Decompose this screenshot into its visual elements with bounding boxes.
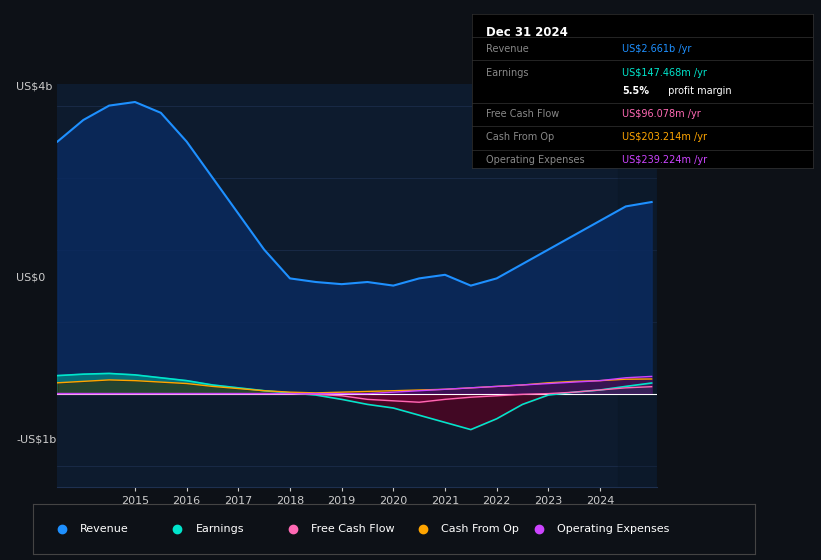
Text: Free Cash Flow: Free Cash Flow xyxy=(486,109,559,119)
Bar xyxy=(618,84,657,487)
Text: Earnings: Earnings xyxy=(486,68,528,77)
Text: 5.5%: 5.5% xyxy=(622,86,649,96)
Text: Cash From Op: Cash From Op xyxy=(486,132,554,142)
Text: US$0: US$0 xyxy=(16,272,46,282)
Text: Operating Expenses: Operating Expenses xyxy=(557,524,669,534)
Text: US$4b: US$4b xyxy=(16,82,53,92)
Text: -US$1b: -US$1b xyxy=(16,435,57,445)
Text: Operating Expenses: Operating Expenses xyxy=(486,155,585,165)
Text: US$96.078m /yr: US$96.078m /yr xyxy=(622,109,701,119)
Text: US$2.661b /yr: US$2.661b /yr xyxy=(622,44,691,54)
Text: US$239.224m /yr: US$239.224m /yr xyxy=(622,155,707,165)
Text: Earnings: Earnings xyxy=(195,524,244,534)
Text: US$147.468m /yr: US$147.468m /yr xyxy=(622,68,707,77)
Text: Revenue: Revenue xyxy=(486,44,529,54)
Text: profit margin: profit margin xyxy=(664,86,732,96)
Text: Dec 31 2024: Dec 31 2024 xyxy=(486,26,567,39)
Text: US$203.214m /yr: US$203.214m /yr xyxy=(622,132,707,142)
Text: Free Cash Flow: Free Cash Flow xyxy=(311,524,395,534)
Text: Revenue: Revenue xyxy=(80,524,129,534)
Text: Cash From Op: Cash From Op xyxy=(441,524,519,534)
